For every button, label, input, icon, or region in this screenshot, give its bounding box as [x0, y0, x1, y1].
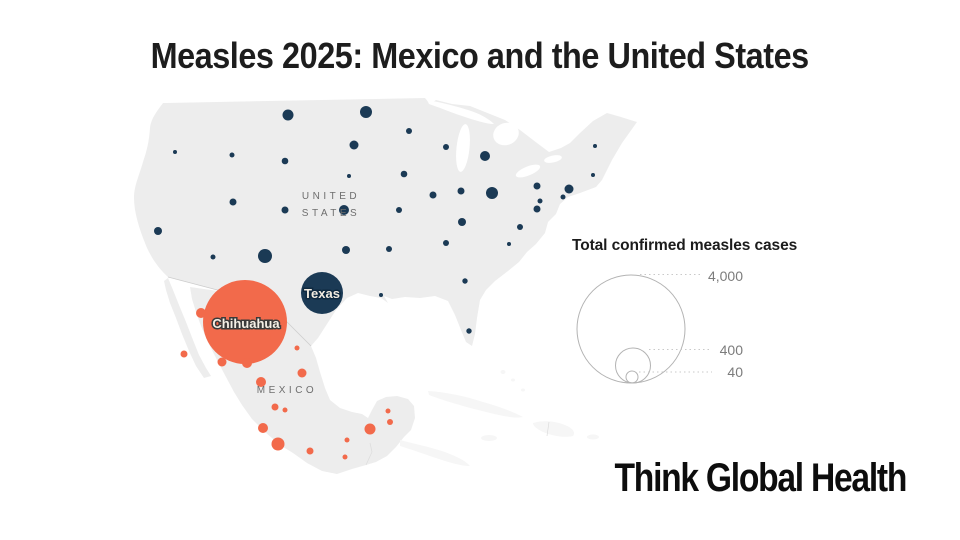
lake-superior [427, 100, 494, 124]
lake-huron [493, 122, 519, 146]
case-bubble[interactable] [297, 368, 307, 378]
case-bubble[interactable] [339, 205, 349, 215]
hispaniola-border [546, 421, 550, 437]
case-bubble[interactable] [379, 293, 383, 297]
case-bubble[interactable] [154, 227, 162, 235]
landmass-layer [134, 98, 637, 474]
case-bubble[interactable] [180, 350, 188, 358]
case-bubble[interactable] [270, 329, 284, 343]
case-bubble[interactable] [344, 437, 350, 443]
caribbean-islands [400, 370, 599, 466]
case-bubble[interactable] [462, 278, 468, 284]
legend-circle-40 [625, 370, 639, 384]
case-bubble[interactable] [349, 140, 359, 150]
lake-michigan [456, 124, 470, 172]
case-bubble[interactable] [593, 144, 597, 148]
case-bubble[interactable] [281, 157, 289, 165]
case-bubble[interactable] [258, 249, 272, 263]
case-bubble[interactable] [173, 150, 177, 154]
case-bubble[interactable] [486, 187, 498, 199]
baja-peninsula [164, 278, 211, 378]
case-bubble[interactable] [480, 151, 490, 161]
chihuahua-case-bubble[interactable] [203, 280, 287, 364]
case-bubble[interactable] [256, 377, 266, 387]
legend-title: Total confirmed measles cases [572, 237, 798, 254]
case-bubble[interactable] [457, 187, 465, 195]
case-bubble[interactable] [282, 109, 294, 121]
mexico-label: MEXICO [257, 385, 317, 396]
case-bubble[interactable] [458, 218, 466, 226]
legend-value-400: 400 [720, 342, 744, 358]
case-bubble[interactable] [342, 454, 348, 460]
case-bubble[interactable] [210, 254, 216, 260]
case-bubble[interactable] [364, 423, 376, 435]
case-bubble[interactable] [443, 240, 449, 246]
bahamas-island [521, 388, 525, 392]
page-title: Measles 2025: Mexico and the United Stat… [150, 35, 810, 76]
size-legend: 4,000 400 40 [576, 268, 744, 384]
case-bubble[interactable] [258, 423, 268, 433]
mexico-bubble-layer [180, 280, 393, 460]
case-bubble[interactable] [271, 437, 285, 451]
case-bubble[interactable] [466, 328, 472, 334]
mexico-guatemala-border [365, 442, 373, 466]
case-bubble[interactable] [560, 194, 566, 200]
case-bubble[interactable] [533, 205, 541, 213]
lake-ontario [544, 155, 562, 163]
legend-value-4000: 4,000 [708, 268, 743, 284]
legend-circle-400 [615, 347, 651, 384]
lake-erie [515, 164, 541, 178]
map-label-layer: UNITED STATES MEXICO Texas Chihuahua [211, 191, 360, 396]
puerto-rico-island [587, 434, 599, 440]
case-bubble[interactable] [443, 144, 449, 150]
case-bubble[interactable] [517, 224, 523, 230]
case-bubble[interactable] [294, 345, 300, 351]
case-bubble[interactable] [385, 408, 391, 414]
case-bubble[interactable] [196, 308, 206, 318]
us-bubble-layer [154, 106, 597, 334]
case-bubble[interactable] [429, 191, 437, 199]
case-bubble[interactable] [396, 207, 402, 213]
title-container: Measles 2025: Mexico and the United Stat… [0, 34, 960, 78]
central-america [400, 440, 470, 466]
case-bubble[interactable] [387, 419, 393, 425]
jamaica-island [481, 435, 497, 441]
case-bubble[interactable] [537, 198, 543, 204]
cuba-island [428, 391, 523, 418]
case-bubble[interactable] [306, 447, 314, 455]
chihuahua-bubble-label: Chihuahua [212, 316, 280, 331]
case-bubble[interactable] [533, 182, 541, 190]
case-bubble[interactable] [242, 358, 252, 368]
case-bubble[interactable] [271, 403, 279, 411]
hispaniola-island [533, 421, 575, 437]
case-bubble[interactable] [507, 242, 511, 246]
texas-case-bubble[interactable] [301, 272, 343, 314]
united-states-label-line1: UNITED [302, 191, 360, 202]
case-bubble[interactable] [282, 407, 288, 413]
case-bubble[interactable] [360, 106, 372, 118]
case-bubble[interactable] [229, 152, 235, 158]
case-bubble[interactable] [564, 184, 574, 194]
case-bubble[interactable] [400, 170, 408, 178]
think-global-health-logo: Think Global Health [614, 456, 907, 500]
bahamas-island [511, 378, 515, 382]
legend-value-40: 40 [727, 364, 743, 380]
case-bubble[interactable] [386, 246, 392, 252]
bahamas-island [500, 370, 506, 374]
case-bubble[interactable] [342, 246, 350, 254]
case-bubble[interactable] [347, 174, 351, 178]
case-bubble[interactable] [406, 128, 412, 134]
texas-bubble-label: Texas [304, 286, 340, 301]
logo-container: Think Global Health [559, 456, 907, 501]
united-states-label-line2: STATES [302, 208, 360, 219]
great-lakes [427, 100, 562, 178]
case-bubble[interactable] [591, 173, 595, 177]
case-bubble[interactable] [229, 198, 237, 206]
case-bubble[interactable] [281, 206, 289, 214]
case-bubble[interactable] [217, 357, 227, 367]
legend-circle-4000 [576, 274, 686, 384]
